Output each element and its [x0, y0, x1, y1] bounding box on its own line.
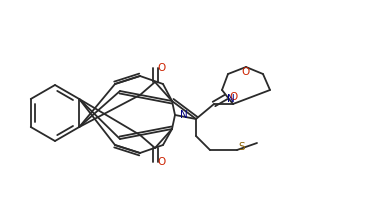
Text: O: O — [242, 67, 250, 77]
Text: O: O — [158, 157, 166, 167]
Text: S: S — [239, 142, 245, 152]
Text: O: O — [229, 92, 237, 102]
Text: N: N — [227, 94, 235, 104]
Text: N: N — [180, 110, 188, 120]
Text: O: O — [158, 63, 166, 73]
